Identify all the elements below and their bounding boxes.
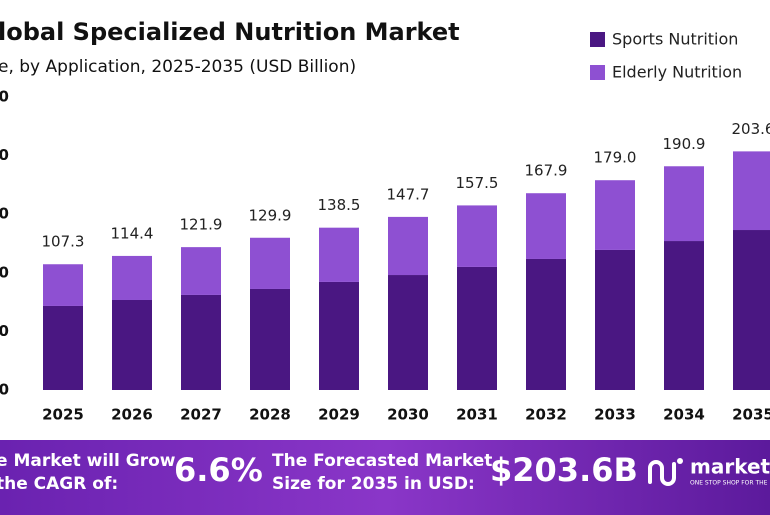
- bar-segment: [181, 247, 221, 295]
- cagr-text: the CAGR of:: [0, 474, 118, 494]
- legend-label: Sports Nutrition: [612, 30, 738, 49]
- y-tick-label: 0: [0, 381, 9, 399]
- total-label: 167.9: [525, 162, 568, 180]
- bar-segment: [526, 258, 566, 390]
- brand-tagline: ONE STOP SHOP FOR THE: [690, 480, 768, 487]
- legend-swatch: [590, 65, 605, 80]
- bar-segment: [319, 227, 359, 282]
- bar-segment: [457, 205, 497, 267]
- x-tick-label: 2032: [525, 406, 567, 424]
- chart-title: lobal Specialized Nutrition Market: [0, 18, 460, 46]
- bar-segment: [43, 264, 83, 306]
- total-label: 114.4: [111, 224, 154, 242]
- y-tick-label: 200: [0, 146, 9, 164]
- bar-segment: [43, 305, 83, 390]
- x-tick-label: 2025: [42, 406, 84, 424]
- bar-segment: [319, 281, 359, 390]
- total-label: 129.9: [249, 206, 292, 224]
- x-tick-label: 2026: [111, 406, 153, 424]
- forecast-text: Size for 2035 in USD:: [272, 474, 475, 494]
- x-tick-label: 2033: [594, 406, 636, 424]
- x-tick-label: 2028: [249, 406, 291, 424]
- brand-logo: [648, 458, 683, 486]
- cagr-value: 6.6%: [174, 451, 263, 489]
- forecast-value: $203.6B: [490, 451, 638, 489]
- total-label: 138.5: [318, 196, 361, 214]
- x-tick-label: 2035: [732, 406, 770, 424]
- total-label: 190.9: [663, 135, 706, 153]
- y-tick-label: 50: [0, 322, 9, 340]
- total-label: 147.7: [387, 185, 430, 203]
- bar-segment: [526, 193, 566, 259]
- x-tick-label: 2027: [180, 406, 222, 424]
- footer-banner: [0, 440, 770, 515]
- chart-subtitle: e, by Application, 2025-2035 (USD Billio…: [0, 57, 356, 77]
- bar-segment: [112, 299, 152, 390]
- bar-segment: [250, 288, 290, 390]
- bar-segment: [112, 255, 152, 300]
- total-label: 203.6: [732, 120, 770, 138]
- bar-segment: [250, 237, 290, 289]
- y-tick-label: 100: [0, 263, 9, 281]
- y-tick-label: 150: [0, 205, 9, 223]
- x-tick-label: 2030: [387, 406, 429, 424]
- legend-swatch: [590, 32, 605, 47]
- bar-segment: [457, 266, 497, 390]
- legend-label: Elderly Nutrition: [612, 63, 742, 82]
- bar-segment: [733, 151, 770, 231]
- cagr-text: e Market will Grow: [0, 451, 176, 471]
- total-label: 121.9: [180, 216, 223, 234]
- x-tick-label: 2034: [663, 406, 705, 424]
- brand-name: market: [690, 455, 770, 479]
- bar-segment: [664, 241, 704, 390]
- y-tick-label: 250: [0, 88, 9, 106]
- forecast-text: The Forecasted Market: [272, 451, 492, 471]
- bar-segment: [595, 249, 635, 390]
- bar-segment: [388, 275, 428, 390]
- bar-segment: [733, 230, 770, 390]
- bar-segment: [595, 180, 635, 250]
- x-tick-label: 2031: [456, 406, 498, 424]
- total-label: 107.3: [42, 233, 85, 251]
- bar-segment: [181, 294, 221, 390]
- total-label: 157.5: [456, 174, 499, 192]
- bar-segment: [388, 216, 428, 276]
- x-tick-label: 2029: [318, 406, 360, 424]
- total-label: 179.0: [594, 149, 637, 167]
- bar-segment: [664, 166, 704, 242]
